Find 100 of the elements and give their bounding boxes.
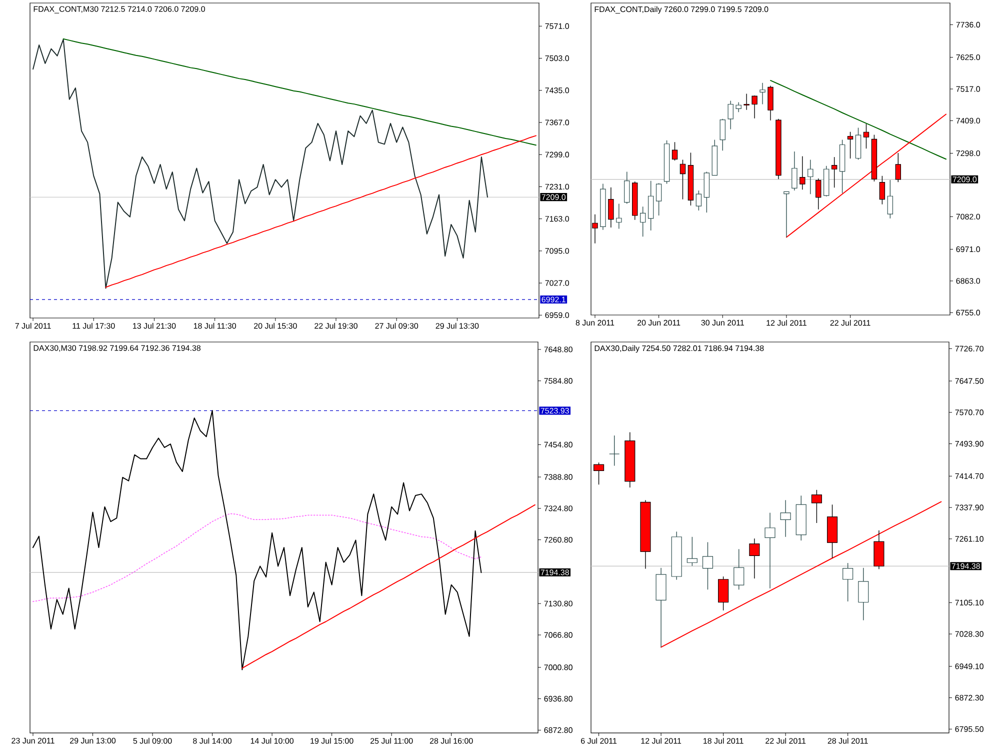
line-series [105,135,536,288]
y-tick-label: 6971.0 [956,246,980,252]
candlestick [784,191,790,238]
y-tick-label: 6959.0 [545,312,570,318]
y-tick-label: 6755.0 [956,310,980,316]
y-tick-label: 6949.10 [955,664,984,670]
y-tick-label: 7625.0 [956,54,980,60]
chart-title: FDAX_CONT,M30 7212.5 7214.0 7206.0 7209.0 [34,6,205,14]
candlestick [760,82,766,105]
y-tick-label: 7163.0 [545,216,570,222]
y-tick-label: 7726.70 [955,346,984,352]
x-tick-label: 6 Jul 2011 [581,738,617,744]
ref-line-label: 7194.38 [540,570,569,576]
candlestick [702,542,714,590]
y-tick-label: 7736.0 [956,22,980,28]
y-tick-label: 7260.80 [544,536,572,543]
chart-title: DAX30,Daily 7254.50 7282.01 7186.94 7194.38 [594,345,764,353]
candlestick [749,538,760,579]
y-tick-label: 7503.0 [545,55,570,62]
candlestick [728,100,734,130]
x-tick-label: 22 Jul 19:30 [314,322,358,329]
x-tick-label: 12 Jul 2011 [766,320,806,326]
candlestick [609,435,620,466]
candlestick [842,562,854,602]
x-tick-label: 30 Jun 2011 [701,320,744,326]
x-tick-label: 5 Jul 09:00 [133,738,172,744]
candlestick [680,159,686,200]
x-tick-label: 22 Jul 2011 [830,320,870,326]
y-tick-label: 7027.0 [545,280,570,286]
candlestick [718,576,729,611]
x-tick-label: 27 Jul 09:30 [375,322,418,329]
chart-title: FDAX_CONT,Daily 7260.0 7299.0 7199.5 7209.0 [594,6,768,14]
line-series [32,410,482,670]
x-tick-label: 7 Jul 2011 [15,322,51,329]
y-tick-label: 7324.80 [544,506,572,512]
candlestick [744,93,750,110]
chart-title: DAX30,M30 7198.92 7199.64 7192.36 7194.38 [34,345,201,352]
ref-line-label: 7194.38 [952,563,980,569]
y-tick-label: 7517.0 [956,86,980,92]
candlestick [616,203,622,230]
x-tick-label: 14 Jul 10:00 [250,738,294,744]
candlestick [672,142,678,161]
line-series [32,38,488,289]
x-tick-label: 18 Jul 11:30 [194,322,236,329]
y-tick-label: 7367.0 [545,120,570,126]
candlestick [656,182,662,216]
x-tick-label: 20 Jun 2011 [638,320,680,326]
y-tick-label: 7435.0 [545,88,570,94]
candlestick [811,490,822,524]
y-tick-label: 7082.0 [956,214,980,220]
y-tick-label: 7066.80 [544,632,572,638]
candlestick [764,512,776,589]
candlestick [768,85,774,121]
candlestick [808,159,814,194]
x-tick-label: 8 Jun 2011 [576,320,614,326]
x-tick-label: 20 Jul 15:30 [254,322,297,329]
y-tick-label: 6936.80 [544,696,572,702]
candlestick [608,186,614,228]
x-tick-label: 12 Jul 2011 [641,738,682,744]
candlestick [887,180,894,219]
y-tick-label: 7414.70 [955,473,984,479]
y-tick-label: 7105.10 [955,600,984,606]
y-tick-label: 7130.80 [544,600,572,606]
y-tick-label: 6872.80 [544,727,572,733]
candlestick [696,190,702,211]
candlestick [752,95,758,119]
candlestick [640,206,646,237]
y-tick-label: 7095.0 [545,248,570,254]
x-tick-label: 28 Jul 16:00 [430,738,473,744]
y-tick-label: 7584.80 [544,378,572,384]
ref-line-label: 7209.0 [952,176,977,182]
x-tick-label: 22 Jul 2011 [766,738,806,744]
candlestick [624,171,630,204]
candlestick [895,152,901,183]
y-tick-label: 7261.10 [955,536,984,542]
x-tick-label: 19 Jul 15:00 [310,738,354,744]
y-tick-label: 7231.0 [545,184,570,190]
y-tick-label: 7454.80 [544,442,572,448]
x-tick-label: 29 Jun 13:00 [70,738,116,744]
x-tick-label: 23 Jun 2011 [12,738,54,744]
candlestick [686,536,698,566]
y-tick-label: 7028.30 [955,631,984,637]
candlestick [831,156,838,188]
candlestick [792,151,798,191]
candlestick [858,568,869,621]
y-tick-label: 7000.80 [544,664,572,670]
x-tick-label: 18 Jul 2011 [704,738,744,744]
candlestick [736,102,742,113]
x-tick-label: 13 Jul 21:30 [133,322,176,329]
candlestick [847,131,854,159]
x-tick-label: 8 Jul 14:00 [193,738,232,744]
ref-line-label: 7209.0 [542,194,566,200]
ref-line-label: 7523.93 [540,408,569,414]
candlestick [780,500,791,538]
y-tick-label: 7647.50 [955,378,984,384]
candlestick [816,178,822,210]
y-tick-label: 7299.0 [545,152,570,158]
y-tick-label: 7388.80 [544,474,572,480]
y-tick-label: 6795.50 [955,726,984,732]
y-tick-label: 7570.70 [955,410,984,416]
